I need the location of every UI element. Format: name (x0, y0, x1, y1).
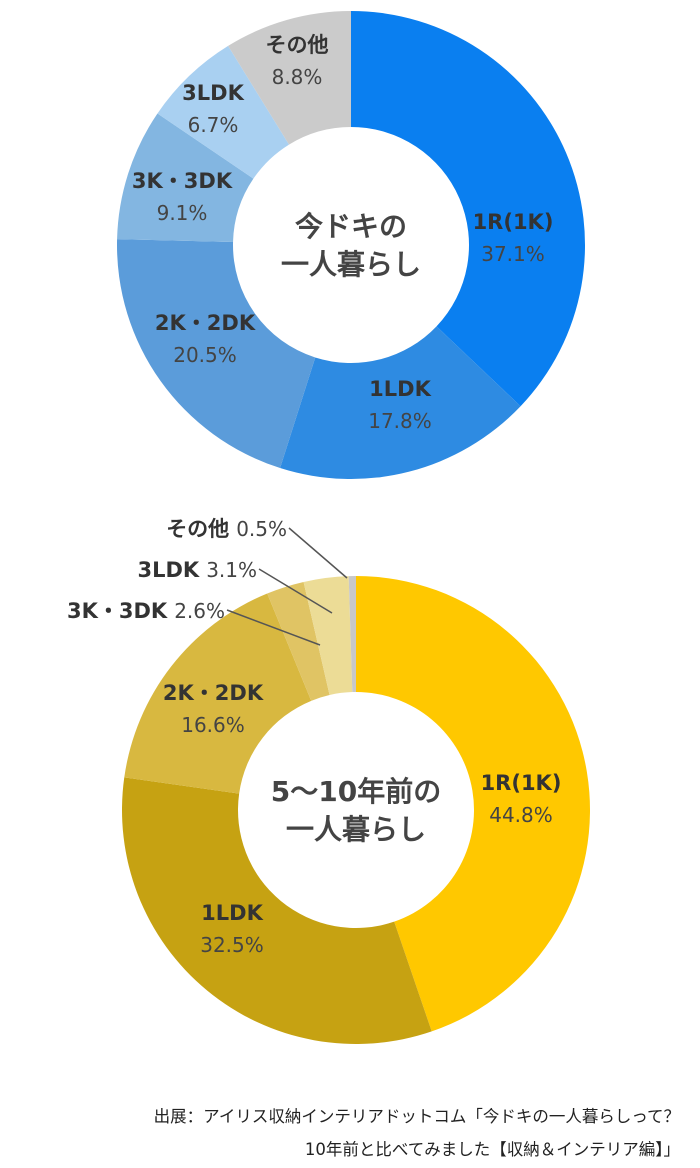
center-title-line-1: 5〜10年前の (271, 775, 441, 808)
slice-1r-1k (351, 11, 585, 407)
center-title-line-2: 一人暮らし (281, 248, 421, 281)
slice-other (348, 576, 356, 693)
slice-label-other: その他 (266, 33, 329, 57)
slice-label-2k-2dk: 2K・2DK (155, 311, 256, 335)
slice-value-other: 0.5% (236, 517, 287, 541)
slice-value-3ldk: 6.7% (188, 113, 239, 137)
slice-label-3k-3dk: 3K・3DK 2.6% (67, 599, 225, 623)
leader-line-3k-3dk (226, 609, 321, 646)
slice-value-other: 8.8% (272, 65, 323, 89)
center-title-line-1: 今ドキの (295, 210, 407, 243)
slice-3k-3dk (117, 113, 254, 243)
slice-label-1ldk: 1LDK (369, 377, 431, 401)
slice-value-3k-3dk: 9.1% (157, 201, 208, 225)
slice-value-1ldk: 32.5% (200, 933, 264, 957)
slice-3ldk (303, 576, 353, 695)
leader-line-other (288, 527, 348, 579)
slice-value-3k-3dk: 2.6% (174, 599, 225, 623)
slice-other (228, 11, 351, 145)
center-title-line-2: 一人暮らし (286, 813, 426, 846)
slice-value-1r-1k: 37.1% (481, 242, 545, 266)
slice-1r-1k (356, 576, 591, 1032)
slice-label-1r-1k: 1R(1K) (481, 771, 562, 795)
slice-3ldk (157, 45, 290, 179)
slice-2k-2dk (117, 239, 316, 468)
pie-chart-current: 今ドキの一人暮らし 1R(1K) 37.1% 1LDK 17.8% 2K・2DK 20.5%… (117, 11, 585, 479)
slice-value-3ldk: 3.1% (206, 558, 257, 582)
source-line-1: 出展：アイリス収納インテリアドットコム「今ドキの一人暮らしって？ (153, 1107, 680, 1126)
slice-label-3k-3dk: 3K・3DK (132, 169, 233, 193)
slice-value-1r-1k: 44.8% (489, 803, 553, 827)
slice-label-other: その他 0.5% (166, 517, 287, 541)
slice-label-1ldk: 1LDK (201, 901, 263, 925)
slice-value-1ldk: 17.8% (368, 409, 432, 433)
slice-2k-2dk (124, 593, 312, 794)
slice-value-2k-2dk: 16.6% (181, 713, 245, 737)
source-line-2: 10年前と比べてみました【収納＆インテリア編】」 (304, 1140, 680, 1159)
slice-label-2k-2dk: 2K・2DK (163, 681, 264, 705)
slice-1ldk (280, 326, 521, 479)
slice-label-3ldk: 3LDK 3.1% (137, 558, 257, 582)
slice-label-3ldk: 3LDK (182, 81, 244, 105)
slice-value-2k-2dk: 20.5% (173, 343, 237, 367)
slice-3k-3dk (267, 581, 330, 701)
slice-1ldk (121, 777, 432, 1044)
leader-line-3ldk (258, 568, 333, 614)
slice-label-1r-1k: 1R(1K) (473, 210, 554, 234)
